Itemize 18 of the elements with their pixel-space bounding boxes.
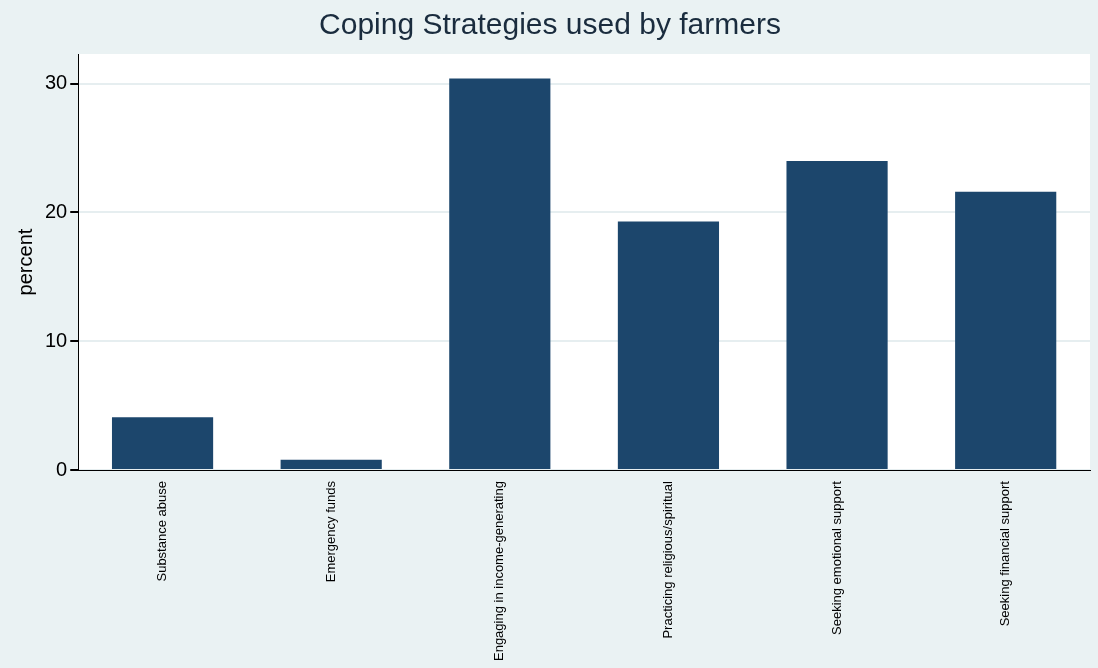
chart-title: Coping Strategies used by farmers bbox=[319, 7, 781, 41]
bar bbox=[955, 191, 1057, 470]
y-axis-title: percent bbox=[13, 228, 36, 296]
y-tick-label: 30 bbox=[45, 71, 68, 94]
bar bbox=[786, 160, 888, 470]
x-tick-label: Seeking emotional support bbox=[828, 480, 844, 635]
bar bbox=[280, 459, 382, 470]
x-tick-label: Emergency funds bbox=[322, 480, 338, 583]
bar bbox=[617, 221, 720, 470]
y-tick-label: 20 bbox=[45, 199, 68, 222]
y-tick-label: 0 bbox=[56, 457, 68, 480]
bar bbox=[449, 78, 551, 470]
bar bbox=[111, 417, 214, 470]
x-tick-label: Practicing religious/spiritual bbox=[660, 480, 676, 639]
y-tick-label: 10 bbox=[45, 328, 68, 351]
x-tick-label: Engaging in income-generating bbox=[491, 481, 507, 662]
x-tick-label: Seeking financial support bbox=[997, 480, 1013, 627]
x-tick-label: Substance abuse bbox=[154, 481, 170, 582]
